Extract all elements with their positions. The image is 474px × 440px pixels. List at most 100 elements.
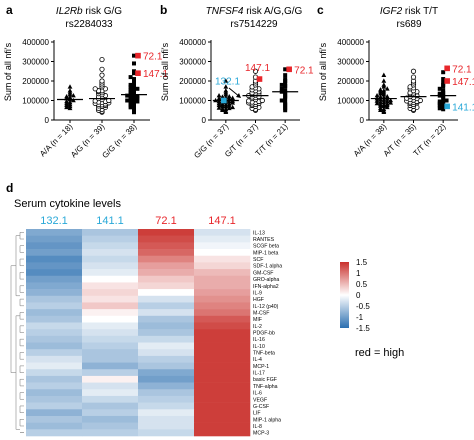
data-point-square-b	[283, 73, 288, 78]
data-point-circle-a	[92, 86, 98, 92]
panel-title-a: IL2Rb risk G/G	[56, 6, 122, 17]
heatmap-cell	[138, 329, 195, 337]
colorbar	[340, 262, 349, 328]
data-point-square-b	[283, 77, 288, 82]
row-label: SCGF beta	[253, 244, 279, 250]
heatmap-cell	[82, 309, 139, 317]
heatmap-cell	[82, 315, 139, 323]
data-point-triangle-c	[381, 82, 387, 87]
heatmap-cell	[194, 229, 251, 236]
row-label: MCP-3	[253, 431, 269, 437]
heatmap-cell	[26, 355, 83, 363]
panel-title-c: IGF2 risk T/T	[380, 6, 438, 17]
heatmap-cell	[82, 255, 139, 263]
data-point-square-c	[441, 88, 446, 93]
heatmap-cell	[82, 389, 139, 397]
heatmap-cell	[194, 375, 251, 383]
panel-title-gene-a: IL2Rb	[56, 6, 83, 17]
data-point-square-c	[441, 100, 446, 105]
column-label: 147.1	[208, 215, 236, 227]
heatmap-cell	[194, 322, 251, 330]
heatmap-cell	[82, 329, 139, 337]
heatmap-cell	[138, 402, 195, 410]
highlight-label-c: 72.1	[452, 64, 472, 75]
data-point-triangle-b	[216, 93, 222, 98]
data-point-triangle-c	[384, 101, 390, 106]
y-tick-label-a: 0	[45, 116, 50, 125]
data-point-square-a	[125, 98, 130, 103]
heatmap-cell	[194, 309, 251, 317]
arrow-head-icon	[236, 93, 241, 98]
heatmap-cell	[194, 262, 251, 270]
y-tick-label-b: 0	[202, 116, 207, 125]
x-tick-label-c: T/T (n = 22)	[412, 122, 448, 158]
heatmap-cell	[82, 409, 139, 417]
data-point-square-a	[132, 83, 136, 88]
highlight-point-c	[444, 65, 450, 72]
data-point-triangle-a	[64, 98, 69, 104]
heatmap-cell	[82, 342, 139, 350]
heatmap-cell	[82, 262, 139, 270]
y-tick-label-c: 200000	[337, 77, 364, 86]
heatmap-cell	[82, 289, 139, 297]
panel-title-rest-c: risk T/T	[402, 6, 438, 17]
panel-d: d Serum cytokine levels 132.1 141.1 72.1 14…	[6, 181, 404, 437]
data-point-circle-c	[410, 68, 417, 74]
data-point-triangle-b	[220, 94, 225, 99]
y-tick-label-c: 300000	[337, 58, 364, 67]
data-point-triangle-c	[374, 93, 380, 98]
data-point-triangle-c	[381, 78, 387, 83]
heatmap-cell	[26, 322, 83, 330]
data-point-square-a	[132, 61, 136, 66]
heatmap-cell	[26, 302, 83, 310]
y-tick-label-c: 0	[360, 116, 365, 125]
heatmap-cell	[194, 355, 251, 363]
row-label: PDGF-bb	[253, 331, 275, 337]
heatmap-cell	[194, 249, 251, 257]
row-label: MIP-1 beta	[253, 250, 278, 256]
panel-title-rest-b: risk A/G,G/G	[243, 6, 302, 17]
heatmap-cell	[26, 329, 83, 337]
panel-title-gene-c: IGF2	[380, 6, 403, 17]
data-point-square-b	[279, 86, 284, 91]
data-point-triangle-b	[230, 104, 236, 110]
heatmap-cell	[82, 302, 139, 310]
panel-label-b: b	[160, 3, 167, 17]
heatmap-cell	[138, 395, 195, 403]
heatmap-cell	[82, 249, 139, 257]
heatmap-cell	[82, 275, 139, 283]
heatmap-cell	[26, 289, 83, 297]
row-label: TNF-alpha	[253, 384, 278, 390]
data-point-triangle-b	[223, 88, 229, 93]
heatmap-cell	[82, 282, 139, 290]
heatmap-cell	[82, 322, 139, 330]
highlight-point-b	[256, 76, 263, 82]
heatmap-cell	[82, 402, 139, 410]
heatmap-cell	[138, 229, 195, 236]
highlight-point-b	[286, 66, 292, 73]
panel-title-gene-b: TNFSF4	[206, 6, 244, 17]
row-label: basic FGF	[253, 377, 277, 383]
highlight-point-c	[444, 78, 450, 84]
heatmap-cell	[138, 295, 195, 303]
highlight-point-a	[135, 52, 141, 59]
heatmap-cell	[194, 242, 251, 250]
data-point-square-a	[135, 94, 140, 99]
row-label: IL-4	[253, 357, 262, 363]
highlight-point-c	[444, 103, 450, 110]
heatmap-cell	[138, 422, 195, 430]
data-point-square-a	[125, 93, 130, 98]
row-label: M-CSF	[253, 310, 269, 316]
data-point-square-a	[128, 75, 133, 80]
data-point-circle-b	[252, 68, 259, 74]
heatmap-cell	[82, 349, 139, 357]
panel-label-c: c	[317, 3, 324, 17]
heatmap-cell	[26, 422, 83, 430]
heatmap-cell	[194, 255, 251, 263]
y-tick-label-b: 100000	[179, 97, 206, 106]
red-high-note: red = high	[355, 347, 404, 359]
data-point-square-a	[128, 100, 133, 105]
